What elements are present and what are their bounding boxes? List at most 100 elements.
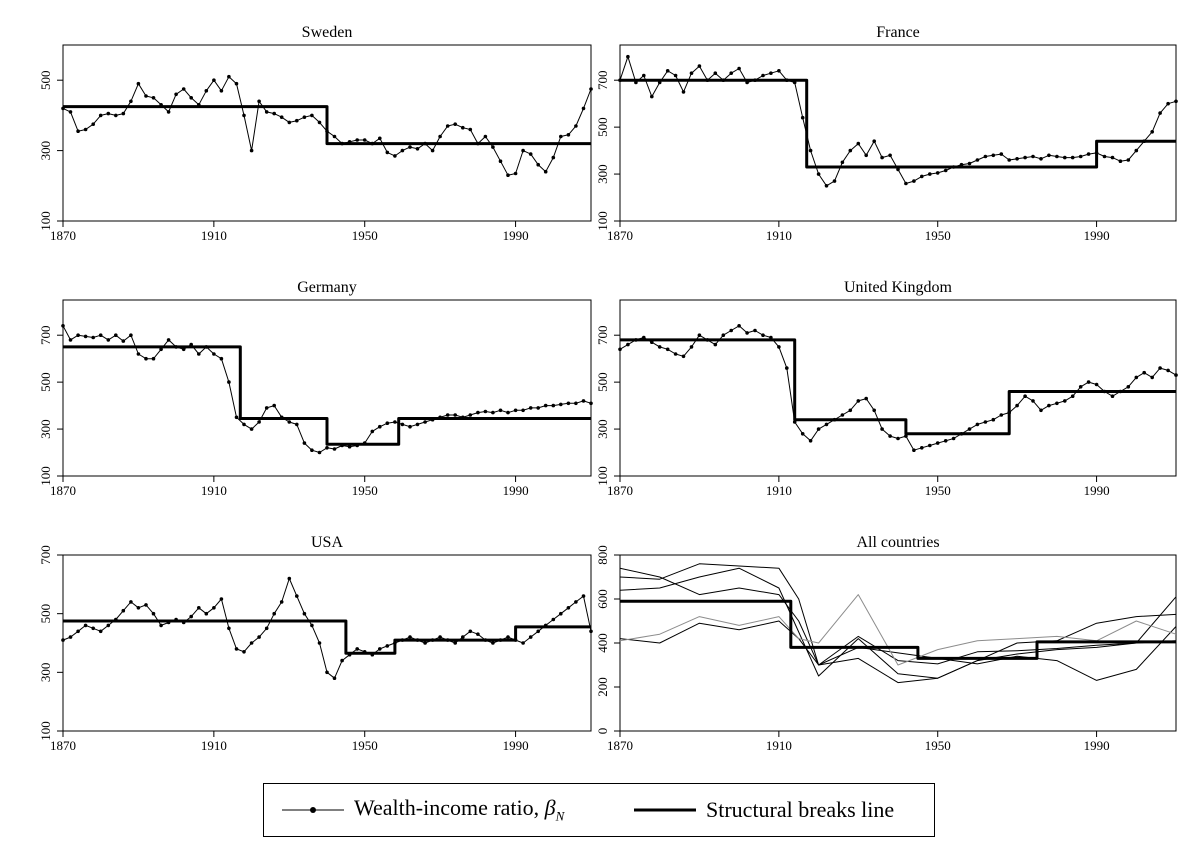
data-point: [1039, 157, 1043, 161]
data-point: [824, 184, 829, 188]
data-point: [287, 420, 292, 424]
x-tick-label: 1910: [201, 738, 227, 753]
y-tick-label: 100: [38, 466, 53, 486]
data-point: [317, 120, 322, 125]
data-point: [461, 125, 465, 130]
data-point: [1166, 101, 1170, 106]
data-point: [453, 641, 458, 645]
data-point: [189, 614, 193, 619]
data-point: [581, 594, 586, 598]
data-point: [1110, 155, 1115, 160]
data-point: [1150, 375, 1154, 380]
data-point: [340, 658, 344, 663]
data-point: [121, 608, 126, 613]
y-tick-label: 700: [595, 70, 610, 90]
data-point: [1047, 403, 1051, 408]
data-point: [408, 424, 412, 429]
data-point: [483, 134, 488, 139]
data-point: [144, 94, 148, 98]
data-point: [840, 413, 845, 417]
data-point: [912, 179, 916, 183]
data-point: [642, 73, 646, 78]
data-point: [721, 333, 726, 338]
x-tick-label: 1870: [50, 228, 76, 243]
data-point: [310, 113, 314, 118]
data-point: [310, 623, 314, 628]
panel-all-countries: All countries 1870 1910 1950 1990 0 200 400 600 8…: [595, 534, 1177, 753]
data-point: [1094, 382, 1099, 387]
y-tick-label: 300: [38, 663, 53, 683]
data-point: [1150, 130, 1154, 134]
data-point: [61, 638, 65, 642]
data-point: [370, 429, 375, 434]
data-point: [385, 421, 390, 426]
data-point: [943, 439, 948, 443]
data-point: [325, 670, 329, 675]
data-point: [212, 606, 216, 610]
y-tick-label: 600: [595, 589, 610, 609]
data-point: [257, 420, 261, 424]
data-point: [272, 611, 277, 616]
data-point: [864, 396, 868, 401]
panel-title: USA: [311, 534, 343, 551]
data-point: [856, 141, 861, 146]
data-point: [1015, 403, 1019, 408]
data-point: [272, 403, 277, 408]
data-point: [1078, 385, 1083, 389]
data-point: [848, 148, 853, 153]
x-tick-label: 1910: [766, 483, 792, 498]
data-point: [967, 161, 972, 166]
data-point: [498, 159, 503, 163]
data-point: [935, 171, 940, 175]
data-point: [317, 641, 322, 645]
data-point: [61, 324, 65, 328]
data-point: [468, 629, 473, 634]
data-point: [385, 150, 390, 155]
data-point: [106, 623, 111, 628]
data-point: [536, 162, 540, 167]
data-point: [559, 134, 563, 139]
data-point: [302, 441, 307, 445]
data-point: [249, 148, 254, 153]
series-line-wealth-income-ratio: [62, 578, 592, 679]
data-point: [197, 606, 201, 610]
x-tick-label: 1950: [925, 228, 951, 243]
data-point: [737, 66, 741, 71]
data-point: [559, 611, 563, 616]
y-tick-label: 700: [38, 545, 53, 565]
data-point: [68, 635, 73, 639]
data-point: [325, 446, 329, 450]
data-point: [1039, 408, 1043, 413]
x-tick-label: 1870: [607, 738, 633, 753]
x-tick-label: 1990: [1084, 738, 1110, 753]
data-point: [1174, 99, 1178, 104]
y-tick-label: 700: [595, 325, 610, 345]
data-point: [967, 427, 972, 431]
panel-title: Germany: [297, 279, 357, 296]
y-tick-label: 0: [595, 728, 610, 735]
data-point: [543, 169, 548, 174]
data-point: [393, 154, 397, 158]
data-point: [468, 413, 473, 417]
data-point: [408, 145, 412, 149]
legend-breaks-label: Structural breaks line: [706, 797, 895, 822]
data-point: [415, 147, 420, 151]
data-point: [219, 89, 224, 93]
data-point: [650, 94, 654, 99]
data-point: [800, 115, 805, 120]
data-point: [673, 352, 678, 356]
x-tick-label: 1990: [1084, 483, 1110, 498]
x-tick-label: 1950: [352, 738, 378, 753]
data-point: [83, 334, 88, 339]
panel-title: France: [876, 24, 920, 41]
data-point: [287, 576, 292, 581]
data-point: [136, 81, 141, 86]
data-point: [543, 403, 548, 408]
data-point: [713, 342, 718, 347]
y-tick-label: 300: [595, 164, 610, 184]
data-point: [159, 623, 163, 628]
data-point: [777, 69, 781, 73]
data-point: [129, 600, 133, 604]
plot-frame: [619, 44, 1177, 222]
y-tick-label: 300: [38, 419, 53, 439]
